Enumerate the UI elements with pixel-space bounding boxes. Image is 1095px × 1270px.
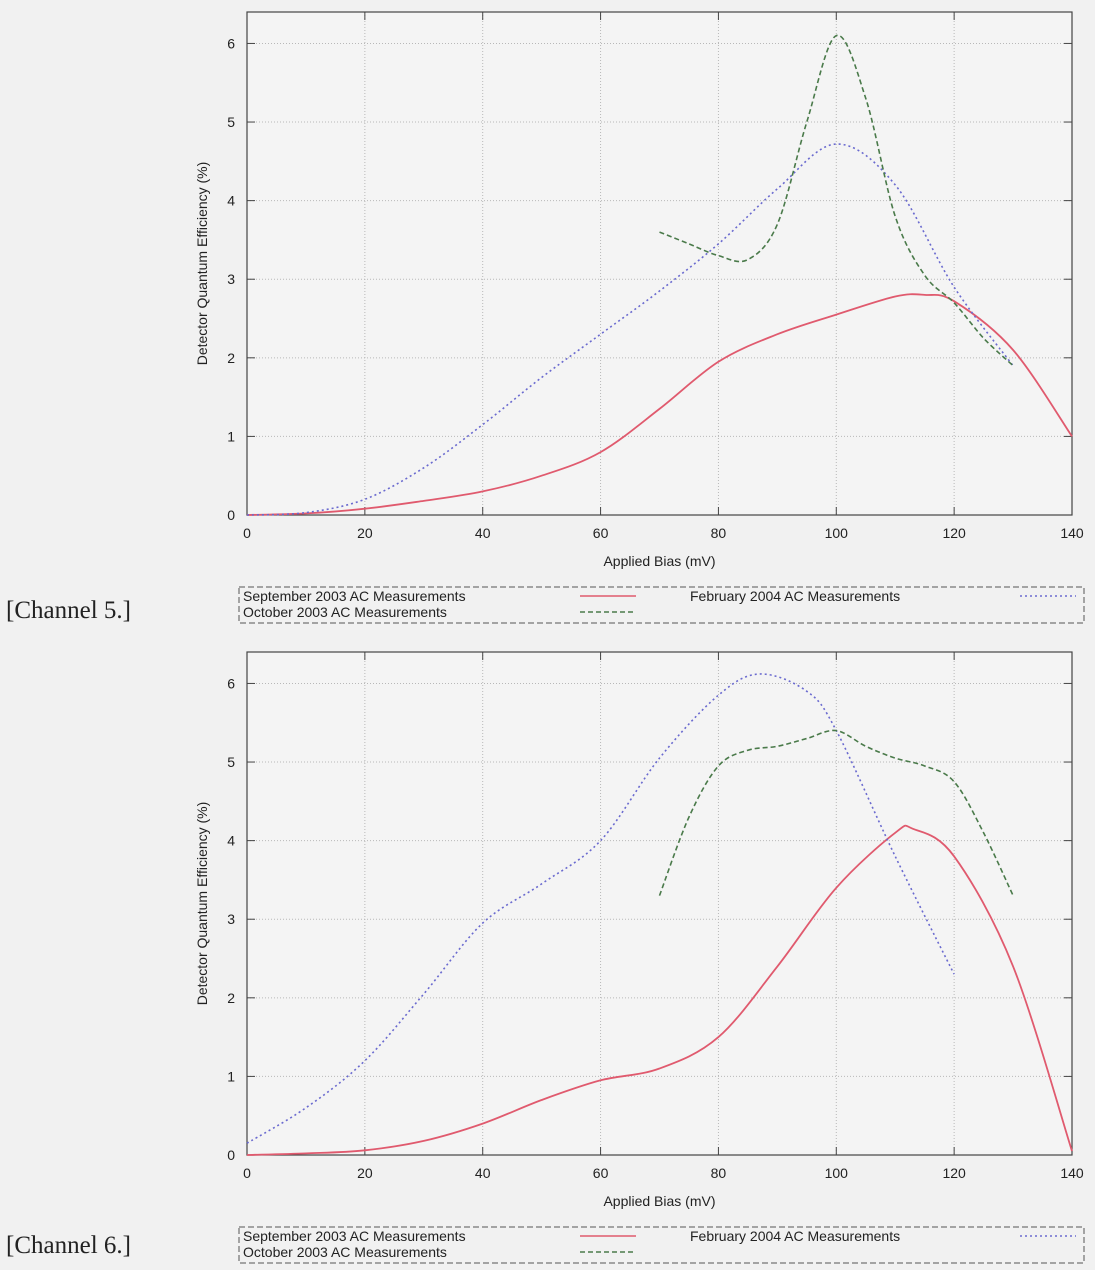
y-tick-label: 3 — [227, 911, 235, 927]
series-line — [246, 143, 1014, 516]
x-tick-label: 120 — [942, 1165, 966, 1181]
x-tick-label: 100 — [825, 525, 849, 541]
x-tick-label: 20 — [357, 1165, 373, 1181]
x-tick-label: 60 — [593, 1165, 609, 1181]
legend-label: February 2004 AC Measurements — [690, 1228, 900, 1244]
legend-label: October 2003 AC Measurements — [243, 604, 447, 620]
x-tick-label: 120 — [942, 525, 966, 541]
y-tick-label: 1 — [227, 1068, 235, 1084]
x-tick-label: 0 — [243, 1165, 251, 1181]
legend: September 2003 AC Measurements February 2… — [238, 586, 1085, 624]
y-tick-label: 3 — [227, 271, 235, 287]
y-tick-label: 5 — [227, 114, 235, 130]
channel-6-chart: 0 20 40 60 80 100 120 140 0 1 2 3 4 5 6 Applied Bias (m… — [194, 651, 1085, 1264]
channel-5-caption: [Channel 5.] — [6, 597, 131, 624]
plot-frame — [246, 651, 1073, 1156]
x-tick-label: 140 — [1060, 1165, 1084, 1181]
y-tick-label: 0 — [227, 1147, 235, 1163]
y-tick-label: 6 — [227, 35, 235, 51]
y-axis-label: Detector Quantum Efficiency (%) — [194, 162, 210, 366]
y-tick-label: 4 — [227, 193, 235, 209]
grid — [247, 12, 1072, 515]
legend-label: October 2003 AC Measurements — [243, 1244, 447, 1260]
x-tick-label: 140 — [1060, 525, 1084, 541]
y-tick-label: 5 — [227, 754, 235, 770]
x-tick-label: 80 — [711, 1165, 727, 1181]
channel-6-caption: [Channel 6.] — [6, 1232, 131, 1259]
channel-5-chart: 0 20 40 60 80 100 120 140 0 1 2 3 4 5 6 Applied Bias (m… — [194, 11, 1085, 624]
grid — [247, 652, 1072, 1155]
x-tick-label: 20 — [357, 525, 373, 541]
series-line — [246, 824, 1073, 1156]
plot-area — [247, 652, 1072, 1155]
x-tick-label: 60 — [593, 525, 609, 541]
x-tick-label: 80 — [711, 525, 727, 541]
plot-frame — [246, 11, 1073, 516]
legend: September 2003 AC Measurements February 2… — [238, 1226, 1085, 1264]
plot-area — [247, 12, 1072, 515]
x-tick-label: 40 — [475, 1165, 491, 1181]
x-tick-label: 0 — [243, 525, 251, 541]
y-tick-label: 0 — [227, 507, 235, 523]
x-tick-label: 100 — [825, 1165, 849, 1181]
y-axis-label: Detector Quantum Efficiency (%) — [194, 802, 210, 1006]
x-tick-label: 40 — [475, 525, 491, 541]
series-line — [658, 729, 1014, 896]
y-tick-label: 1 — [227, 428, 235, 444]
y-tick-label: 2 — [227, 990, 235, 1006]
y-tick-label: 6 — [227, 675, 235, 691]
x-axis-label: Applied Bias (mV) — [603, 553, 715, 569]
legend-label: February 2004 AC Measurements — [690, 588, 900, 604]
series-line — [659, 34, 1014, 367]
legend-label: September 2003 AC Measurements — [243, 1228, 466, 1244]
y-tick-label: 4 — [227, 833, 235, 849]
legend-label: September 2003 AC Measurements — [243, 588, 466, 604]
x-axis-label: Applied Bias (mV) — [603, 1193, 715, 1209]
y-tick-label: 2 — [227, 350, 235, 366]
